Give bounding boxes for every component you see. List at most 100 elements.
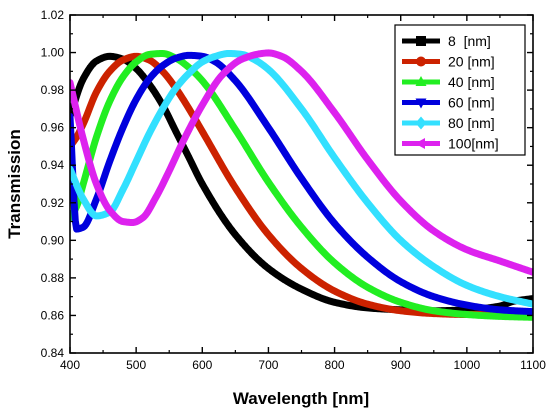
x-tick-label: 900 bbox=[391, 358, 411, 372]
data-point bbox=[272, 72, 278, 80]
data-point bbox=[351, 182, 358, 189]
data-point bbox=[255, 163, 262, 169]
data-point bbox=[156, 66, 163, 72]
data-point bbox=[196, 73, 202, 80]
x-tick-label: 1000 bbox=[454, 358, 481, 372]
data-point bbox=[278, 145, 285, 152]
data-point bbox=[387, 273, 394, 279]
data-point bbox=[136, 91, 143, 97]
data-point bbox=[186, 155, 192, 161]
data-point bbox=[411, 303, 417, 309]
data-point bbox=[292, 96, 298, 104]
data-point bbox=[315, 129, 321, 137]
data-point bbox=[110, 91, 116, 97]
data-point bbox=[93, 133, 100, 140]
data-point bbox=[74, 134, 80, 140]
data-point bbox=[404, 301, 411, 307]
data-point bbox=[172, 84, 179, 92]
data-point bbox=[225, 116, 232, 122]
data-point bbox=[298, 68, 304, 75]
data-point bbox=[282, 83, 288, 91]
data-point bbox=[404, 242, 411, 250]
data-point bbox=[100, 178, 106, 184]
data-point bbox=[245, 147, 252, 153]
data-point bbox=[103, 106, 110, 112]
data-point bbox=[229, 121, 235, 127]
data-point bbox=[113, 214, 119, 221]
data-point bbox=[100, 77, 106, 83]
data-point bbox=[83, 113, 90, 119]
data-point bbox=[427, 307, 434, 313]
data-point bbox=[275, 76, 282, 83]
data-point bbox=[344, 128, 350, 135]
data-point bbox=[225, 65, 231, 72]
data-point bbox=[206, 140, 212, 146]
data-point bbox=[361, 252, 368, 258]
data-point bbox=[120, 186, 126, 194]
data-point bbox=[368, 257, 374, 264]
data-point bbox=[93, 89, 100, 95]
data-point bbox=[186, 69, 192, 77]
data-point bbox=[173, 128, 179, 135]
data-point bbox=[202, 187, 209, 193]
data-point bbox=[123, 117, 130, 124]
data-point bbox=[374, 211, 381, 219]
data-point bbox=[483, 253, 489, 260]
data-point bbox=[129, 219, 135, 226]
data-point bbox=[414, 304, 421, 310]
data-point bbox=[364, 255, 371, 261]
data-point bbox=[282, 151, 288, 157]
data-point bbox=[166, 51, 173, 58]
data-point bbox=[232, 78, 239, 84]
data-point bbox=[338, 118, 344, 125]
data-point bbox=[126, 110, 133, 116]
data-point bbox=[331, 154, 338, 162]
y-tick-label: 0.84 bbox=[41, 346, 65, 360]
data-point bbox=[341, 268, 348, 274]
legend-marker bbox=[416, 56, 426, 67]
data-point bbox=[258, 115, 265, 121]
data-point bbox=[106, 207, 112, 214]
data-point bbox=[384, 271, 391, 277]
data-point bbox=[113, 141, 120, 148]
y-tick-label: 0.98 bbox=[41, 83, 65, 97]
data-point bbox=[397, 198, 403, 204]
y-tick-label: 0.86 bbox=[41, 308, 65, 322]
legend-item: 40 [nm] bbox=[402, 74, 495, 90]
data-point bbox=[367, 161, 374, 167]
legend-items: 8 [nm] 20 [nm] 40 [nm] 60 [nm] 80 [nm] 100[nm… bbox=[402, 33, 499, 152]
data-point bbox=[321, 139, 328, 147]
data-point bbox=[381, 268, 388, 274]
data-point bbox=[119, 218, 125, 225]
data-point bbox=[364, 156, 370, 163]
data-point bbox=[308, 79, 314, 85]
data-point bbox=[305, 231, 311, 238]
legend-label: 8 [nm] bbox=[448, 33, 491, 49]
data-point bbox=[212, 59, 219, 66]
data-point bbox=[222, 169, 229, 175]
data-point bbox=[169, 89, 176, 97]
data-point bbox=[314, 87, 321, 94]
data-point bbox=[163, 72, 169, 78]
data-point bbox=[374, 263, 381, 269]
data-point bbox=[192, 63, 199, 71]
data-point bbox=[285, 207, 292, 213]
data-point bbox=[156, 188, 162, 194]
data-point bbox=[189, 66, 196, 74]
legend-item: 20 [nm] bbox=[402, 54, 495, 70]
data-point bbox=[493, 257, 499, 263]
data-point bbox=[443, 236, 450, 243]
data-point bbox=[358, 249, 364, 255]
data-point bbox=[212, 151, 219, 158]
data-point bbox=[281, 54, 288, 61]
data-point bbox=[146, 76, 153, 82]
data-point bbox=[344, 173, 351, 180]
data-point bbox=[394, 298, 401, 304]
data-point bbox=[215, 100, 222, 106]
data-point bbox=[401, 239, 407, 247]
data-point bbox=[328, 217, 335, 223]
data-point bbox=[249, 100, 255, 106]
data-point bbox=[361, 282, 368, 288]
y-tick-label: 0.88 bbox=[41, 271, 65, 285]
data-point bbox=[179, 76, 186, 84]
